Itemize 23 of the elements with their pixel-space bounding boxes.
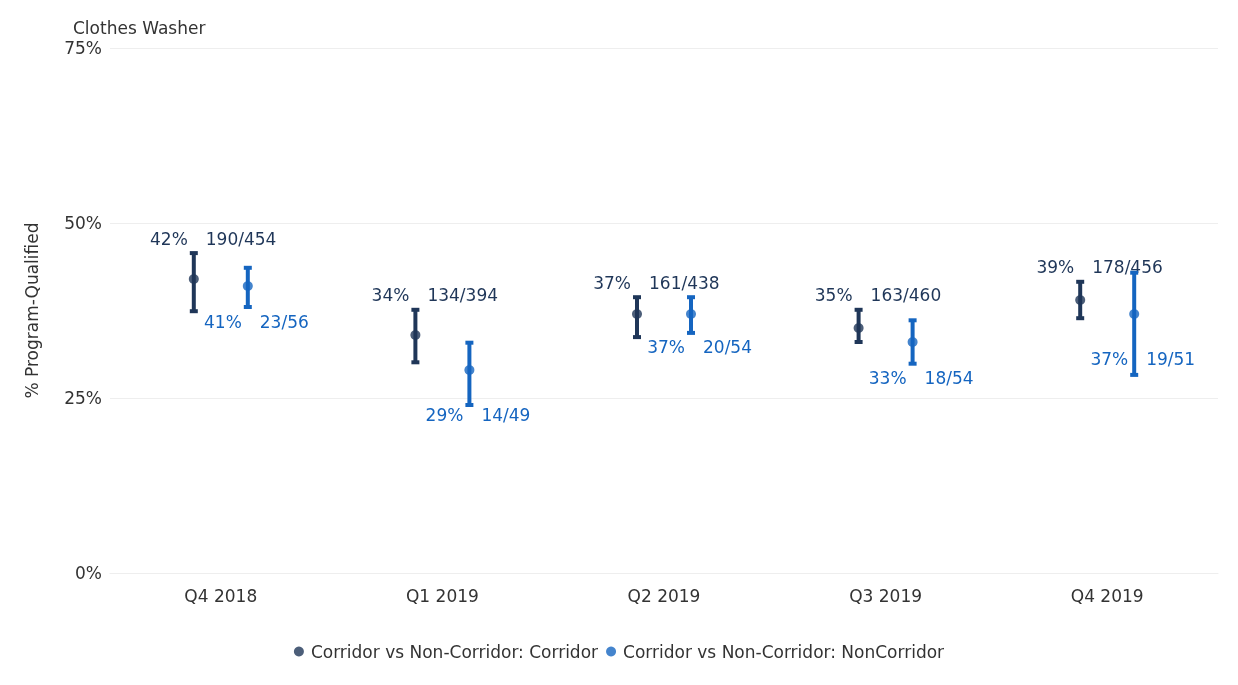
data-label: 37% 161/438 — [593, 272, 720, 293]
data-label: 41% 23/56 — [204, 311, 309, 332]
legend-label: Corridor vs Non-Corridor: NonCorridor — [623, 641, 945, 662]
x-tick-label: Q4 2018 — [184, 585, 258, 606]
data-label: 29% 14/49 — [425, 404, 531, 425]
data-label: 33% 18/54 — [868, 368, 974, 389]
chart-title: Clothes Washer — [73, 17, 206, 38]
x-tick-label: Q3 2019 — [849, 585, 923, 606]
data-label: 37% 19/51 — [1090, 348, 1196, 369]
y-tick-label: 50% — [64, 213, 102, 233]
y-tick-label: 0% — [75, 563, 102, 583]
data-label: 37% 20/54 — [647, 337, 752, 358]
x-tick-label: Q2 2019 — [627, 585, 701, 606]
y-tick-label: 75% — [64, 38, 102, 58]
y-tick-label: 25% — [64, 388, 102, 408]
data-label: 34% 134/394 — [371, 285, 499, 306]
data-label: 39% 178/456 — [1036, 257, 1163, 278]
data-label: 35% 163/460 — [814, 285, 942, 306]
x-tick-label: Q1 2019 — [405, 585, 479, 606]
data-label: 42% 190/454 — [150, 228, 277, 249]
x-tick-label: Q4 2019 — [1070, 585, 1144, 606]
y-axis-title: % Program-Qualified — [21, 222, 42, 399]
legend-label: Corridor vs Non-Corridor: Corridor — [310, 641, 599, 662]
